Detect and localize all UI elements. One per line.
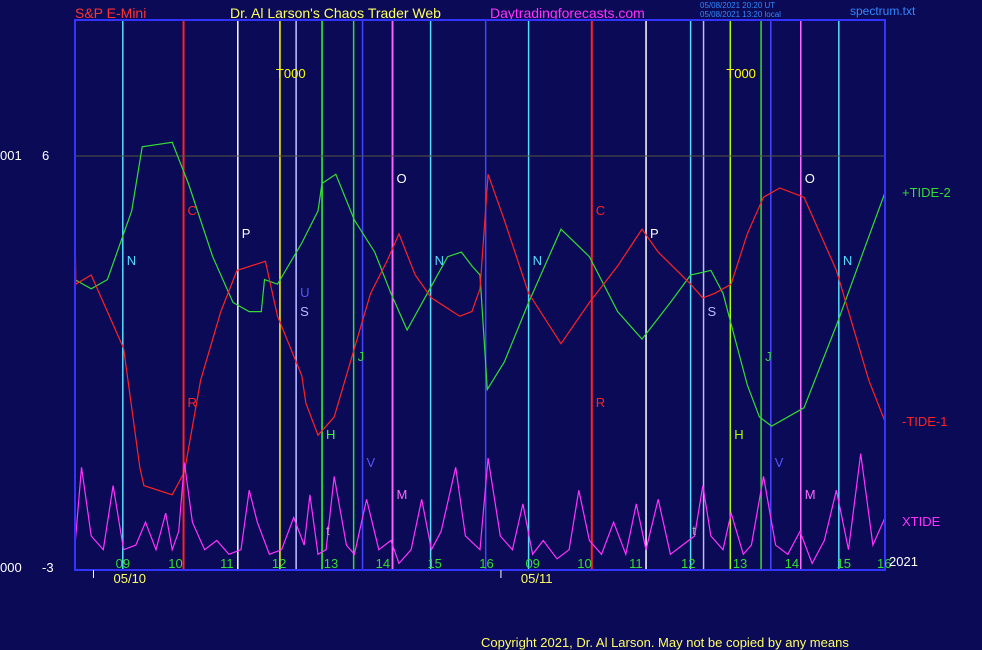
vline-label-p: P bbox=[650, 225, 659, 241]
date-label-0: 05/10 bbox=[113, 571, 147, 586]
series--tide-2 bbox=[74, 141, 886, 427]
series-label-0: +TIDE-2 bbox=[902, 184, 951, 200]
y-tick-prefix-1: 000 bbox=[0, 560, 22, 575]
date-label-1: 05/11 bbox=[520, 571, 553, 586]
year-label: 2021 bbox=[889, 554, 918, 569]
marker-t-0: t bbox=[326, 523, 330, 539]
plot-frame bbox=[74, 19, 886, 571]
x-tick-label-11: 12 bbox=[680, 556, 696, 571]
x-tick-label-5: 14 bbox=[375, 556, 391, 571]
y-tick-label-1: -3 bbox=[42, 560, 54, 575]
x-tick-label-14: 15 bbox=[836, 556, 851, 571]
series-label-1: -TIDE-1 bbox=[902, 413, 948, 429]
vline-label-j: J bbox=[765, 349, 772, 365]
vline-label-c: C bbox=[595, 202, 606, 218]
vline-label-h: H bbox=[326, 427, 336, 443]
copyright: Copyright 2021, Dr. Al Larson. May not b… bbox=[481, 635, 849, 650]
time-local: 05/08/2021 13:20 local bbox=[700, 10, 781, 19]
vline-label-s: S bbox=[300, 303, 309, 319]
vline-label-r: R bbox=[187, 395, 197, 411]
vline-label-n: N bbox=[434, 253, 444, 269]
x-tick-label-0: 09 bbox=[115, 556, 131, 571]
x-tick-label-13: 14 bbox=[784, 556, 800, 571]
x-tick-label-6: 15 bbox=[427, 556, 442, 571]
vline-label-c: C bbox=[187, 202, 197, 218]
x-tick-label-2: 11 bbox=[220, 556, 234, 571]
x-tick-label-4: 13 bbox=[323, 556, 339, 571]
vline-label-p: P bbox=[241, 225, 251, 241]
author-title: Dr. Al Larson's Chaos Trader Web bbox=[230, 5, 441, 21]
series-label-2: XTIDE bbox=[902, 514, 941, 530]
x-tick-label-3: 12 bbox=[271, 556, 287, 571]
x-tick-label-1: 10 bbox=[168, 556, 183, 571]
series-xtide bbox=[74, 453, 886, 565]
series--tide-1 bbox=[74, 174, 886, 496]
vline-label-r: R bbox=[595, 395, 606, 411]
vline-label-j: J bbox=[357, 349, 365, 365]
time-utc: 05/08/2021 20:20 UT bbox=[700, 1, 776, 10]
y-tick-label-0: 6 bbox=[42, 148, 50, 163]
vertical-lines bbox=[122, 20, 840, 570]
x-tick-label-12: 13 bbox=[732, 556, 748, 571]
x-tick-label-15: 16 bbox=[877, 556, 892, 571]
vline-label-n: N bbox=[532, 253, 542, 269]
symbol-title: S&P E-Mini bbox=[75, 5, 147, 21]
vline-label-n: N bbox=[842, 253, 853, 269]
vline-label-s: S bbox=[707, 303, 717, 319]
series-layer bbox=[74, 141, 886, 565]
y-tick-prefix-0: 001 bbox=[0, 148, 22, 163]
vline-label-h: H bbox=[734, 427, 744, 443]
vline-label-n: N bbox=[126, 253, 137, 269]
vline-label-o: O bbox=[804, 170, 815, 186]
vline-label-m: M bbox=[396, 486, 408, 502]
x-tick-label-8: 09 bbox=[525, 556, 540, 571]
vline-label-v: V bbox=[774, 454, 784, 470]
vline-label-u: U bbox=[300, 285, 310, 301]
vline-label-t000: T000 bbox=[726, 65, 756, 81]
vline-label-o: O bbox=[396, 170, 407, 186]
x-tick-label-9: 10 bbox=[577, 556, 592, 571]
x-tick-label-10: 11 bbox=[629, 556, 643, 571]
file-name: spectrum.txt bbox=[850, 4, 916, 18]
marker-t-1: t bbox=[692, 523, 696, 539]
x-ticks bbox=[93, 570, 502, 578]
site-link[interactable]: Daytradingforecasts.com bbox=[490, 5, 645, 21]
vline-label-m: M bbox=[804, 486, 816, 502]
x-tick-label-7: 16 bbox=[479, 556, 494, 571]
vline-label-v: V bbox=[366, 454, 376, 470]
vline-label-t000: T000 bbox=[275, 65, 306, 81]
